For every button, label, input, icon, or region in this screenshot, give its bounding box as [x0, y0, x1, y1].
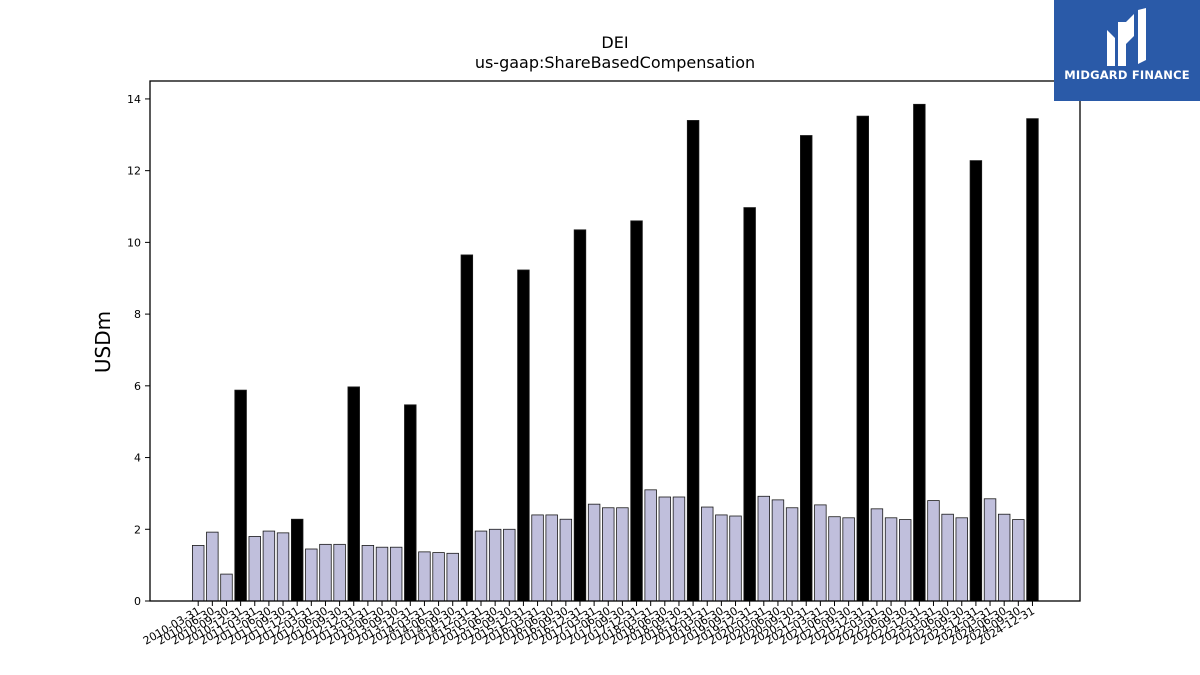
x-axis-ticks: 2010-03-312010-06-302010-09-302010-12-31…	[141, 601, 1037, 648]
bar-series	[191, 103, 1039, 602]
chart-title: DEI	[601, 33, 628, 52]
bar-2012-09-30	[333, 543, 346, 602]
y-tick-label: 2	[134, 523, 141, 536]
y-tick-label: 14	[127, 93, 141, 106]
bar-2012-03-31	[305, 548, 318, 602]
bar-2019-09-30	[729, 515, 742, 602]
y-tick-label: 6	[134, 380, 141, 393]
bar-2011-06-30	[262, 530, 276, 602]
bar-2016-06-30	[545, 514, 558, 602]
bar-2016-12-31	[573, 229, 587, 602]
bar-2013-12-31	[404, 404, 417, 602]
bar-2024-09-30	[1012, 519, 1025, 602]
brand-name: MIDGARD FINANCE	[1064, 68, 1190, 82]
y-tick-label: 10	[127, 236, 141, 249]
bar-2014-12-31	[460, 254, 474, 602]
y-tick-label: 0	[134, 595, 141, 608]
bar-2022-12-31	[913, 103, 926, 602]
bar-2012-06-30	[319, 543, 332, 602]
y-tick-label: 4	[134, 452, 141, 465]
bar-2024-03-31	[983, 498, 997, 602]
midgard-m-logo-icon	[1107, 8, 1146, 66]
bar-2010-09-30	[220, 573, 233, 602]
plot-area-frame	[149, 80, 1081, 602]
bar-2015-12-31	[517, 269, 530, 602]
bar-2017-09-30	[616, 507, 629, 602]
bar-2017-06-30	[602, 507, 615, 602]
bar-2011-12-31	[290, 518, 304, 602]
bar-2020-03-31	[757, 495, 771, 602]
bar-2014-03-31	[418, 551, 431, 602]
bar-2024-12-31	[1026, 118, 1039, 602]
bar-2016-09-30	[559, 518, 573, 602]
bar-2020-06-30	[771, 499, 785, 602]
bar-2022-06-30	[884, 517, 898, 602]
bar-2023-12-31	[969, 160, 983, 602]
bar-2015-06-30	[488, 528, 502, 602]
bar-2021-06-30	[828, 516, 841, 602]
bar-2021-09-30	[842, 517, 855, 602]
bar-2018-09-30	[672, 496, 686, 602]
bar-2017-12-31	[630, 220, 643, 602]
bar-2022-03-31	[870, 508, 884, 602]
bar-2012-12-31	[347, 386, 360, 602]
bar-2017-03-31	[587, 503, 601, 602]
bar-2022-09-30	[899, 519, 912, 602]
y-tick-label: 12	[127, 165, 141, 178]
y-tick-label: 8	[134, 308, 141, 321]
bar-2021-03-31	[814, 504, 827, 602]
bar-2014-06-30	[432, 552, 445, 602]
bar-2020-09-30	[785, 507, 799, 602]
bar-2011-09-30	[276, 532, 290, 602]
bar-2010-06-30	[206, 531, 219, 602]
bar-2013-03-31	[361, 545, 375, 602]
bar-2019-06-30	[715, 514, 728, 602]
bar-2015-03-31	[474, 530, 488, 602]
bar-2021-12-31	[856, 115, 869, 602]
y-axis-label: USDm	[91, 311, 115, 373]
bar-2014-09-30	[446, 552, 459, 602]
bar-2020-12-31	[800, 135, 813, 602]
brand-logo: MIDGARD FINANCE	[1054, 0, 1200, 101]
y-axis-ticks: 0 2 4 6 8 10 12 14	[127, 93, 150, 608]
bar-2023-03-31	[927, 500, 940, 602]
bar-2016-03-31	[531, 514, 544, 602]
bar-2023-06-30	[941, 513, 954, 602]
bar-2023-09-30	[955, 517, 968, 602]
bar-2018-03-31	[644, 489, 657, 602]
bar-2010-03-31	[191, 545, 205, 602]
bar-2024-06-30	[997, 513, 1011, 602]
chart-subtitle: us-gaap:ShareBasedCompensation	[475, 53, 755, 72]
bar-2011-03-31	[248, 536, 261, 602]
bar-2010-12-31	[234, 389, 247, 602]
bar-2018-12-31	[686, 120, 700, 602]
bar-2013-06-30	[375, 546, 389, 602]
bar-2019-12-31	[743, 207, 756, 602]
bar-2019-03-31	[701, 506, 714, 602]
bar-2013-09-30	[389, 546, 403, 602]
bar-2018-06-30	[658, 496, 672, 602]
bar-2015-09-30	[503, 528, 516, 602]
